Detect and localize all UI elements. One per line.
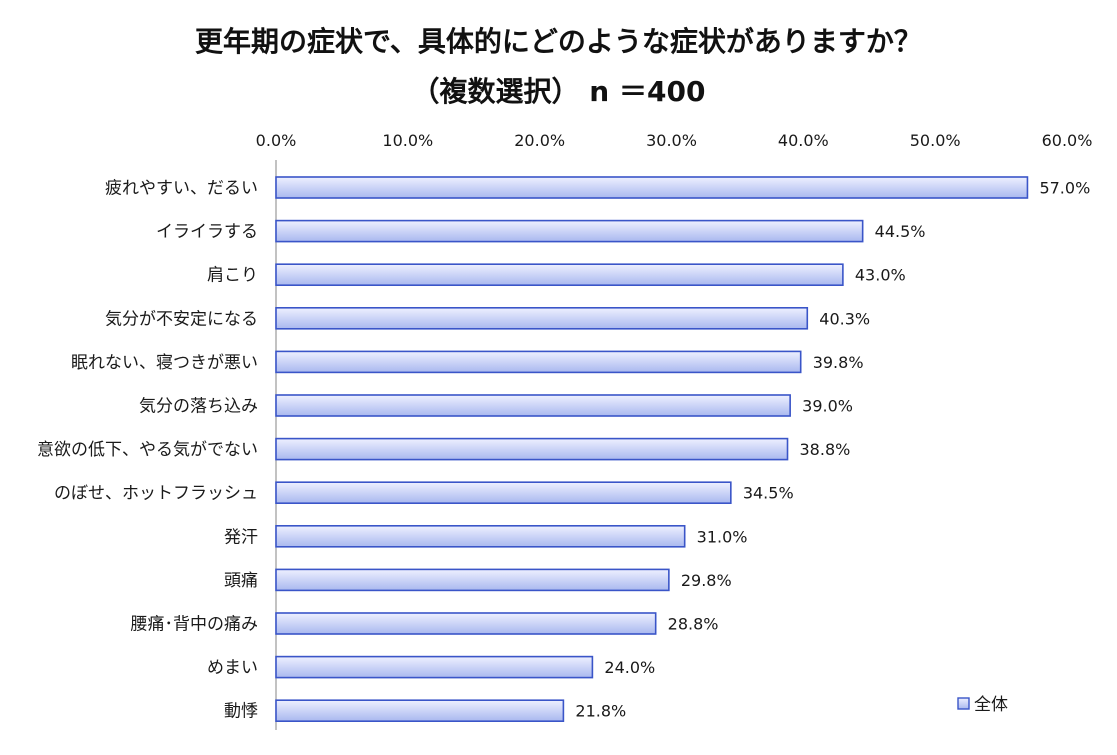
category-label: 気分が不安定になる bbox=[105, 309, 258, 329]
category-label: 肩こり bbox=[207, 266, 258, 286]
bar bbox=[275, 699, 565, 723]
bar bbox=[275, 394, 791, 417]
data-label: 38.8% bbox=[800, 440, 851, 459]
data-label: 31.0% bbox=[697, 527, 748, 546]
data-label: 44.5% bbox=[875, 222, 926, 241]
data-label: 21.8% bbox=[575, 702, 626, 721]
data-label: 40.3% bbox=[819, 309, 870, 328]
category-label: 疲れやすい、だるい bbox=[105, 179, 258, 199]
bar bbox=[275, 176, 1029, 199]
category-label: 眠れない、寝つきが悪い bbox=[71, 352, 258, 373]
data-label: 28.8% bbox=[668, 615, 719, 634]
data-label: 34.5% bbox=[743, 484, 794, 503]
x-tick-label: 0.0% bbox=[256, 131, 297, 150]
bar bbox=[275, 350, 802, 374]
category-label: 腰痛･背中の痛み bbox=[131, 615, 259, 635]
category-label: 気分の落ち込み bbox=[139, 397, 258, 417]
category-label: イライラする bbox=[156, 222, 258, 242]
category-label: 発汗 bbox=[224, 527, 258, 547]
data-label: 57.0% bbox=[1039, 179, 1090, 198]
bar bbox=[275, 612, 657, 635]
category-label: 意欲の低下、やる気がでない bbox=[37, 440, 258, 460]
data-label: 39.8% bbox=[813, 353, 864, 372]
x-tick-label: 10.0% bbox=[382, 131, 433, 150]
bar bbox=[275, 263, 844, 287]
x-tick-label: 40.0% bbox=[778, 131, 829, 150]
data-label: 43.0% bbox=[855, 266, 906, 285]
x-tick-label: 20.0% bbox=[514, 131, 565, 150]
category-label: 動悸 bbox=[224, 702, 258, 722]
category-label: 頭痛 bbox=[224, 571, 258, 591]
legend-swatch bbox=[957, 697, 970, 710]
x-tick-label: 30.0% bbox=[646, 131, 697, 150]
bar bbox=[275, 306, 809, 330]
data-label: 29.8% bbox=[681, 571, 732, 590]
category-label: めまい bbox=[207, 658, 258, 678]
bar bbox=[275, 655, 594, 679]
chart-subtitle: （複数選択） n ＝400 bbox=[411, 75, 706, 108]
bar bbox=[275, 568, 670, 592]
category-label: のぼせ、ホットフラッシュ bbox=[54, 484, 258, 504]
data-label: 24.0% bbox=[604, 658, 655, 677]
x-tick-label: 60.0% bbox=[1042, 131, 1093, 150]
legend-label: 全体 bbox=[974, 695, 1008, 715]
bar bbox=[275, 524, 686, 548]
bar bbox=[275, 437, 789, 461]
bar bbox=[275, 219, 864, 243]
chart-title: 更年期の症状で、具体的にどのような症状がありますか？ bbox=[195, 25, 922, 58]
data-label: 39.0% bbox=[802, 397, 853, 416]
bar bbox=[275, 481, 732, 505]
x-tick-label: 50.0% bbox=[910, 131, 961, 150]
